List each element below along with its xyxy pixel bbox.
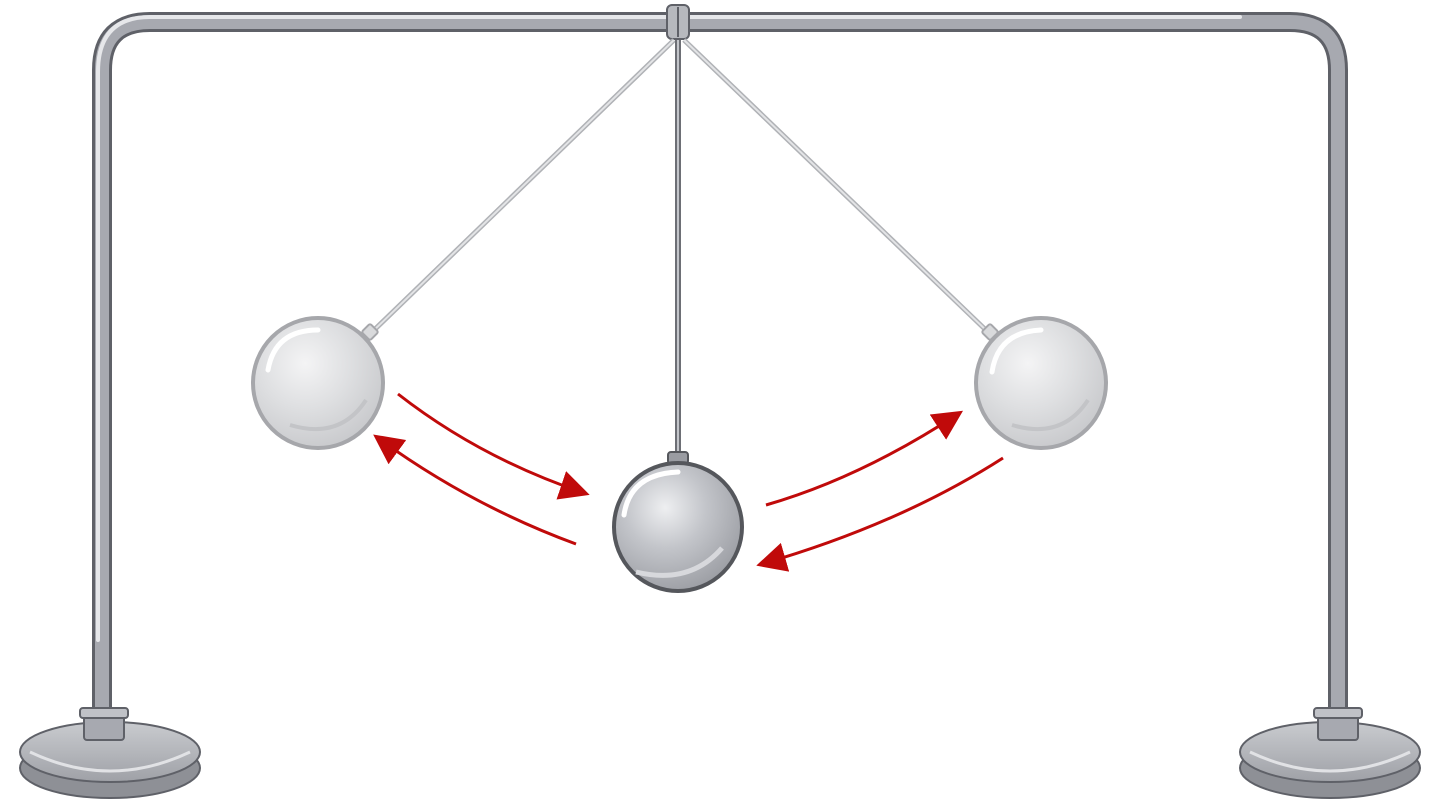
- motion-arrows: [373, 392, 1004, 572]
- right-base: [1239, 707, 1421, 799]
- pendulum-strings: [368, 38, 992, 456]
- pendulum-bob-icon: [974, 316, 1108, 450]
- pendulum-bob-icon: [612, 451, 744, 593]
- frame-tube-fill: [95, 15, 1345, 719]
- pendulum-frame-icon: [92, 4, 1348, 722]
- frame-tube-highlight: [96, 15, 1242, 642]
- motion-arrow-icon: [765, 410, 964, 507]
- left-base: [19, 707, 201, 799]
- motion-arrow-icon: [756, 456, 1004, 572]
- motion-arrow-icon: [397, 392, 590, 500]
- pendulum-bob-icon: [251, 316, 385, 450]
- motion-arrow-icon: [373, 434, 577, 546]
